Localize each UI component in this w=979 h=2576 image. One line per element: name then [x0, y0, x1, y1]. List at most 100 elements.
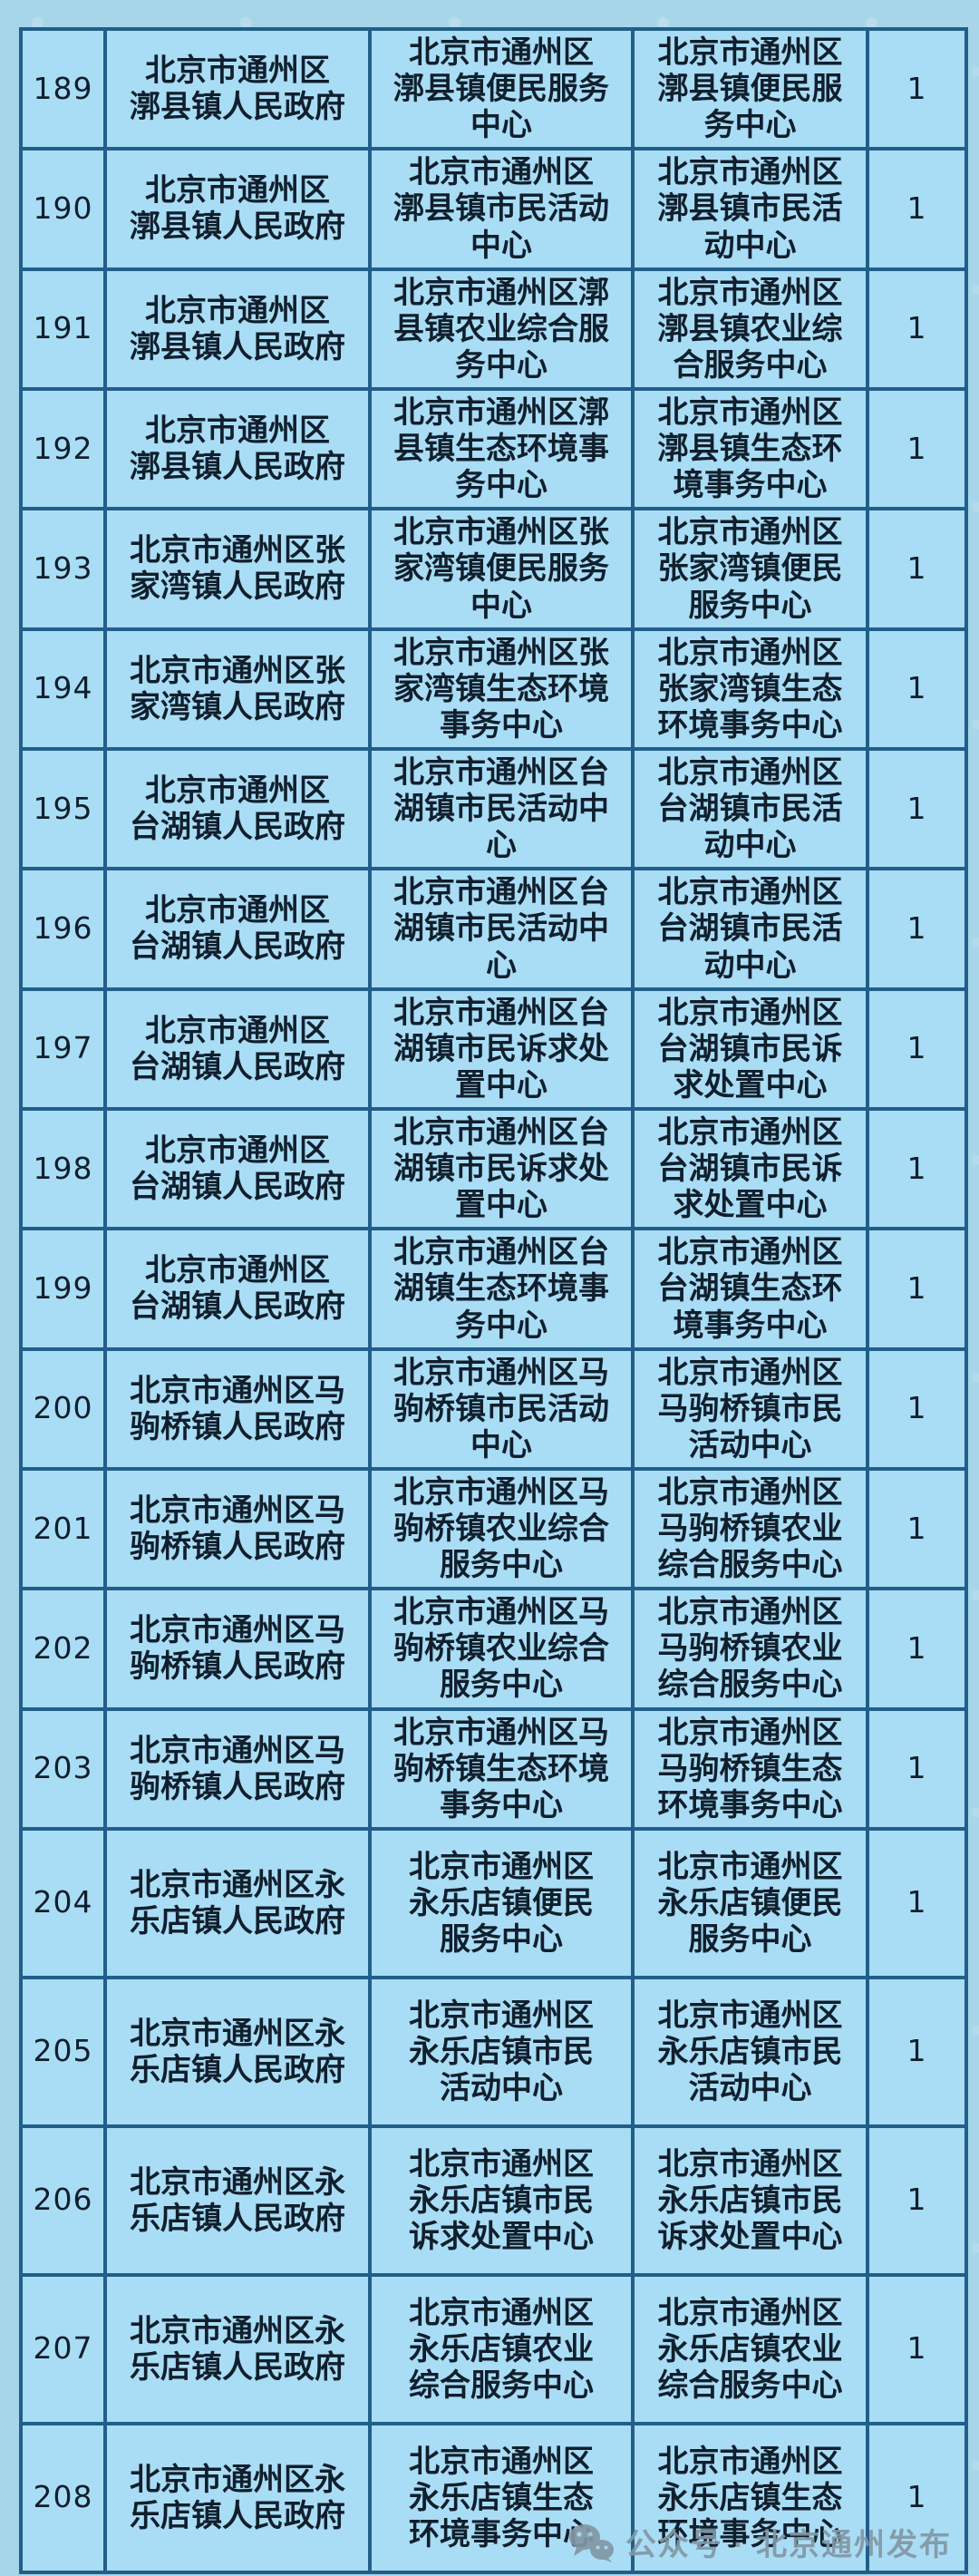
row-number-cell: 197 — [19, 987, 107, 1111]
table-row: 190 北京市通州区 漷县镇人民政府 北京市通州区 漷县镇市民活动 中心 北京市通州区… — [19, 147, 968, 271]
table-row: 196 北京市通州区 台湖镇人民政府 北京市通州区台 湖镇市民活动中 心北京市通州区… — [19, 867, 968, 991]
center-name-cell-a: 北京市通州区张 家湾镇生态环境 事务中心 — [368, 627, 635, 751]
center-name-cell-a: 北京市通州区马 驹桥镇农业综合 服务中心 — [368, 1587, 635, 1711]
gov-name-cell: 北京市通州区马 驹桥镇人民政府 — [103, 1706, 372, 1831]
table-row: 189 北京市通州区 漷县镇人民政府 北京市通州区 漷县镇便民服务 中心 北京市通州区… — [19, 26, 968, 151]
count-cell: 1 — [866, 2124, 968, 2277]
center-name-cell-b: 北京市通州区 漷县镇市民活 动中心 — [631, 147, 869, 271]
center-name-cell-a: 北京市通州区马 驹桥镇市民活动 中心 — [368, 1346, 635, 1471]
table-row: 191 北京市通州区 漷县镇人民政府 北京市通州区漷 县镇农业综合服 务中心 北京市通… — [19, 267, 968, 391]
gov-name-cell: 北京市通州区永 乐店镇人民政府 — [103, 2272, 372, 2425]
table-row: 204 北京市通州区永 乐店镇人民政府 北京市通州区 永乐店镇便民 服务中心 北京市通… — [19, 1826, 968, 1979]
center-name-cell-b: 北京市通州区 台湖镇生态环 境事务中心 — [631, 1227, 869, 1351]
count-cell: 1 — [866, 1346, 968, 1471]
wechat-icon — [568, 2523, 614, 2562]
table-row: 192 北京市通州区 漷县镇人民政府 北京市通州区漷 县镇生态环境事 务中心 北京市通… — [19, 386, 968, 511]
center-name-cell-b: 北京市通州区 永乐店镇农业 综合服务中心 — [631, 2272, 869, 2425]
center-name-cell-b: 北京市通州区 漷县镇农业综 合服务中心 — [631, 267, 869, 391]
gov-name-cell: 北京市通州区永 乐店镇人民政府 — [103, 1975, 372, 2128]
count-cell: 1 — [866, 507, 968, 631]
table-row: 205 北京市通州区永 乐店镇人民政府 北京市通州区 永乐店镇市民 活动中心 北京市通… — [19, 1975, 968, 2128]
row-number-cell: 202 — [19, 1587, 107, 1711]
row-number-cell: 207 — [19, 2272, 107, 2425]
gov-name-cell: 北京市通州区永 乐店镇人民政府 — [103, 1826, 372, 1979]
table-row: 199 北京市通州区 台湖镇人民政府 北京市通州区台 湖镇生态环境事 务中心 北京市通… — [19, 1227, 968, 1351]
gov-name-cell: 北京市通州区 漷县镇人民政府 — [103, 26, 372, 151]
count-cell: 1 — [866, 1706, 968, 1831]
gov-name-cell: 北京市通州区张 家湾镇人民政府 — [103, 627, 372, 751]
center-name-cell-a: 北京市通州区台 湖镇市民活动中 心 — [368, 746, 635, 871]
row-number-cell: 191 — [19, 267, 107, 391]
count-cell: 1 — [866, 2421, 968, 2574]
gov-name-cell: 北京市通州区 台湖镇人民政府 — [103, 1106, 372, 1231]
row-number-cell: 200 — [19, 1346, 107, 1471]
count-cell: 1 — [866, 1826, 968, 1979]
row-number-cell: 192 — [19, 386, 107, 511]
center-name-cell-b: 北京市通州区 漷县镇生态环 境事务中心 — [631, 386, 869, 511]
row-number-cell: 190 — [19, 147, 107, 271]
row-number-cell: 196 — [19, 867, 107, 991]
table-row: 193 北京市通州区张 家湾镇人民政府 北京市通州区张 家湾镇便民服务 中心 北京市通… — [19, 507, 968, 631]
gov-name-cell: 北京市通州区 台湖镇人民政府 — [103, 987, 372, 1111]
center-name-cell-a: 北京市通州区张 家湾镇便民服务 中心 — [368, 507, 635, 631]
center-name-cell-a: 北京市通州区漷 县镇农业综合服 务中心 — [368, 267, 635, 391]
count-cell: 1 — [866, 26, 968, 151]
table-row: 197 北京市通州区 台湖镇人民政府 北京市通州区台 湖镇市民诉求处 置中心 北京市通… — [19, 987, 968, 1111]
count-cell: 1 — [866, 1227, 968, 1351]
count-cell: 1 — [866, 627, 968, 751]
center-name-cell-a: 北京市通州区台 湖镇市民诉求处 置中心 — [368, 1106, 635, 1231]
center-name-cell-b: 北京市通州区 漷县镇便民服 务中心 — [631, 26, 869, 151]
center-name-cell-a: 北京市通州区 漷县镇便民服务 中心 — [368, 26, 635, 151]
gov-name-cell: 北京市通州区张 家湾镇人民政府 — [103, 507, 372, 631]
gov-name-cell: 北京市通州区 漷县镇人民政府 — [103, 386, 372, 511]
gov-name-cell: 北京市通州区永 乐店镇人民政府 — [103, 2124, 372, 2277]
center-name-cell-a: 北京市通州区 永乐店镇市民 活动中心 — [368, 1975, 635, 2128]
gov-name-cell: 北京市通州区马 驹桥镇人民政府 — [103, 1466, 372, 1591]
row-number-cell: 198 — [19, 1106, 107, 1231]
center-name-cell-a: 北京市通州区漷 县镇生态环境事 务中心 — [368, 386, 635, 511]
center-name-cell-b: 北京市通州区 马驹桥镇市民 活动中心 — [631, 1346, 869, 1471]
row-number-cell: 204 — [19, 1826, 107, 1979]
count-cell: 1 — [866, 1975, 968, 2128]
count-cell: 1 — [866, 147, 968, 271]
center-name-cell-b: 北京市通州区 马驹桥镇农业 综合服务中心 — [631, 1587, 869, 1711]
gov-name-cell: 北京市通州区 漷县镇人民政府 — [103, 267, 372, 391]
row-number-cell: 203 — [19, 1706, 107, 1831]
center-name-cell-a: 北京市通州区 永乐店镇市民 诉求处置中心 — [368, 2124, 635, 2277]
center-name-cell-b: 北京市通州区 永乐店镇便民 服务中心 — [631, 1826, 869, 1979]
count-cell: 1 — [866, 1587, 968, 1711]
table-row: 194 北京市通州区张 家湾镇人民政府 北京市通州区张 家湾镇生态环境 事务中心 北京… — [19, 627, 968, 751]
gov-name-cell: 北京市通州区马 驹桥镇人民政府 — [103, 1346, 372, 1471]
center-name-cell-a: 北京市通州区 永乐店镇农业 综合服务中心 — [368, 2272, 635, 2425]
gov-name-cell: 北京市通州区 台湖镇人民政府 — [103, 746, 372, 871]
gov-name-cell: 北京市通州区 台湖镇人民政府 — [103, 867, 372, 991]
table-row: 203 北京市通州区马 驹桥镇人民政府 北京市通州区马 驹桥镇生态环境 事务中心 北京… — [19, 1706, 968, 1831]
row-number-cell: 208 — [19, 2421, 107, 2574]
gov-name-cell: 北京市通州区马 驹桥镇人民政府 — [103, 1587, 372, 1711]
center-name-cell-a: 北京市通州区 永乐店镇便民 服务中心 — [368, 1826, 635, 1979]
center-name-cell-b: 北京市通州区 永乐店镇市民 诉求处置中心 — [631, 2124, 869, 2277]
row-number-cell: 194 — [19, 627, 107, 751]
gov-name-cell: 北京市通州区 台湖镇人民政府 — [103, 1227, 372, 1351]
count-cell: 1 — [866, 987, 968, 1111]
count-cell: 1 — [866, 386, 968, 511]
watermark: 公众号 · 北京通州发布 — [567, 2520, 952, 2564]
count-cell: 1 — [866, 867, 968, 991]
table-row: 198 北京市通州区 台湖镇人民政府 北京市通州区台 湖镇市民诉求处 置中心 北京市通… — [19, 1106, 968, 1231]
center-name-cell-a: 北京市通州区台 湖镇市民活动中 心 — [368, 867, 635, 991]
table-row: 208 北京市通州区永 乐店镇人民政府 北京市通州区 永乐店镇生态 环境事务中心 北京… — [19, 2421, 968, 2574]
table-row: 201 北京市通州区马 驹桥镇人民政府 北京市通州区马 驹桥镇农业综合 服务中心 北京… — [19, 1466, 968, 1591]
row-number-cell: 193 — [19, 507, 107, 631]
count-cell: 1 — [866, 746, 968, 871]
center-name-cell-b: 北京市通州区 马驹桥镇农业 综合服务中心 — [631, 1466, 869, 1591]
count-cell: 1 — [866, 1106, 968, 1231]
gov-name-cell: 北京市通州区永 乐店镇人民政府 — [103, 2421, 372, 2574]
gov-name-cell: 北京市通州区 漷县镇人民政府 — [103, 147, 372, 271]
count-cell: 1 — [866, 1466, 968, 1591]
center-name-cell-b: 北京市通州区 张家湾镇便民 服务中心 — [631, 507, 869, 631]
center-name-cell-b: 北京市通州区 台湖镇市民活 动中心 — [631, 746, 869, 871]
center-name-cell-a: 北京市通州区马 驹桥镇农业综合 服务中心 — [368, 1466, 635, 1591]
table-row: 200 北京市通州区马 驹桥镇人民政府 北京市通州区马 驹桥镇市民活动 中心 北京市通… — [19, 1346, 968, 1471]
center-name-cell-b: 北京市通州区 马驹桥镇生态 环境事务中心 — [631, 1706, 869, 1831]
